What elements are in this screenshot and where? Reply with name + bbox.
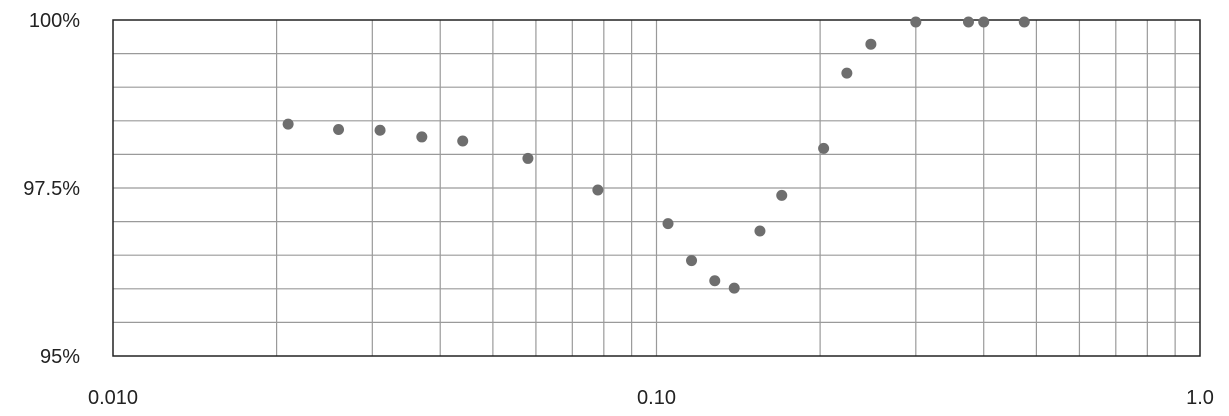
- plot-border: [112, 19, 1201, 357]
- data-point: [910, 16, 922, 28]
- data-point: [416, 131, 428, 143]
- data-point: [522, 152, 534, 164]
- tick-labels: 0.010 0.10 1.0 100% 97.5% 95%: [23, 10, 1214, 409]
- x-tick-label: 0.10: [637, 387, 676, 409]
- data-points: [282, 16, 1030, 294]
- data-point: [962, 16, 974, 28]
- data-point: [754, 225, 766, 237]
- data-point: [818, 142, 830, 154]
- data-point: [865, 38, 877, 50]
- data-point: [592, 184, 604, 196]
- data-point: [776, 189, 788, 201]
- grid-lines: [113, 20, 1200, 356]
- y-tick-label: 95%: [40, 346, 80, 368]
- data-point: [374, 124, 386, 136]
- y-tick-label: 97.5%: [23, 178, 80, 200]
- plot-frame: [112, 19, 1201, 357]
- data-point: [841, 67, 853, 79]
- data-point: [662, 218, 674, 230]
- data-point: [1018, 16, 1030, 28]
- data-point: [282, 118, 294, 130]
- data-point: [457, 135, 469, 147]
- data-point: [978, 16, 990, 28]
- data-point: [686, 255, 698, 267]
- data-point: [333, 124, 345, 136]
- data-point: [709, 275, 721, 287]
- x-tick-label: 0.010: [88, 387, 138, 409]
- y-tick-label: 100%: [29, 10, 80, 32]
- data-point: [728, 282, 740, 294]
- x-tick-label: 1.0: [1186, 387, 1214, 409]
